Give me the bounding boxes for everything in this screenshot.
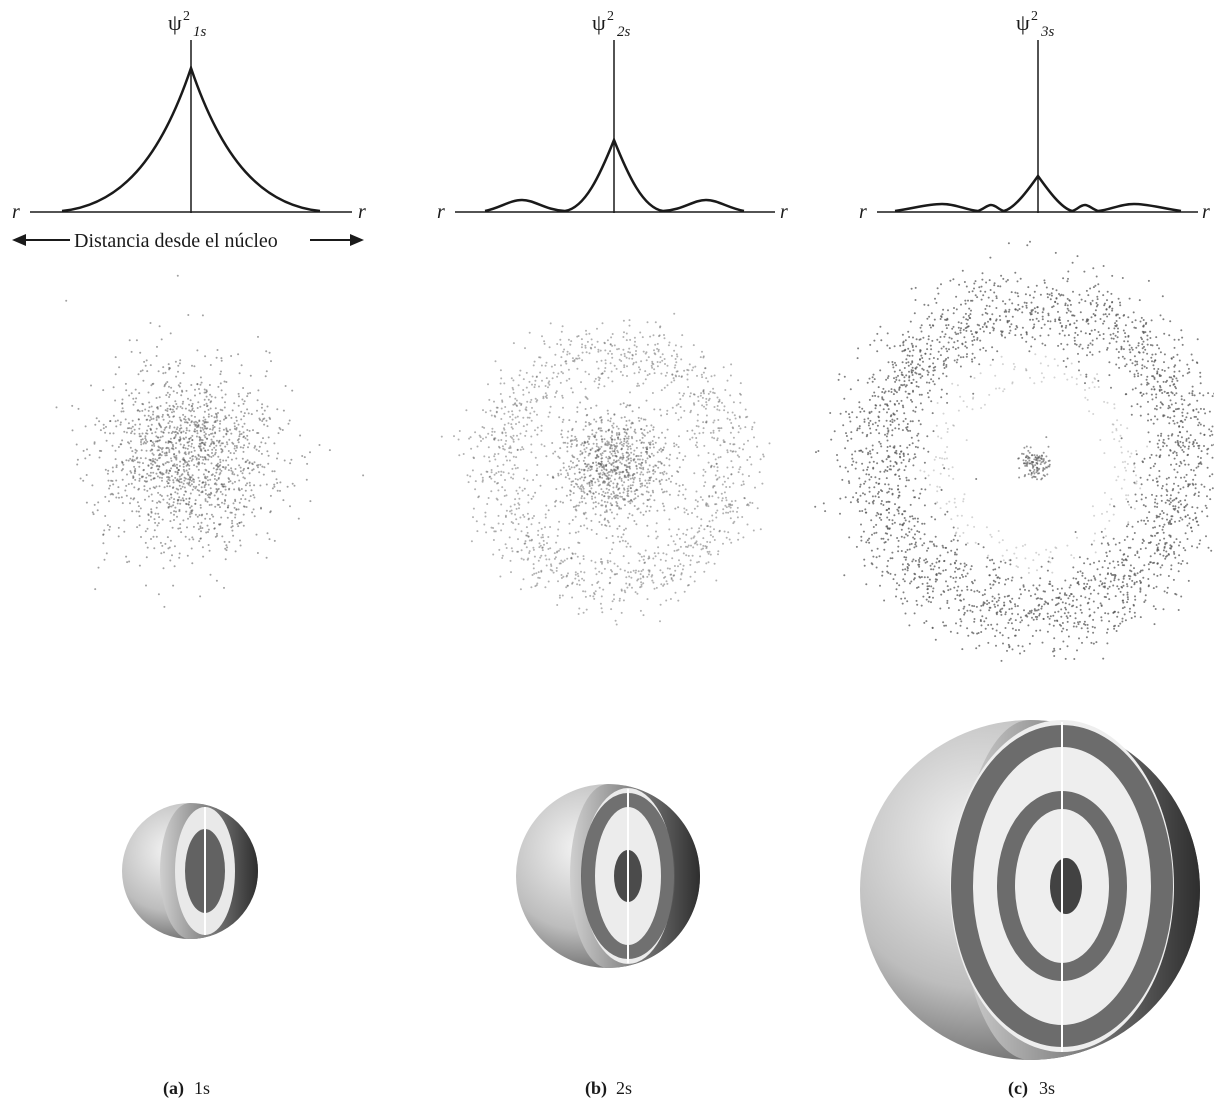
electron-cloud-3s	[814, 240, 1214, 662]
panel-3s: ψ 2 3s r r (c) 3s	[814, 9, 1214, 1099]
panel-2s: ψ 2 2s r r (b) 2s	[437, 9, 788, 1099]
psi-subscript: 3s	[1040, 24, 1055, 40]
distance-label: Distancia desde el núcleo	[74, 230, 278, 252]
psi-subscript: 1s	[193, 24, 207, 40]
r-label-right-2s: r	[780, 201, 788, 223]
r-label-left-2s: r	[437, 201, 445, 223]
arrow-right-icon	[350, 234, 364, 246]
caption-orbital-2s: 2s	[616, 1078, 632, 1098]
caption-1s: (a) 1s	[163, 1078, 210, 1099]
caption-orbital-3s: 3s	[1039, 1078, 1055, 1098]
psi-exponent: 2	[1031, 9, 1038, 24]
psi-subscript: 2s	[617, 24, 631, 40]
sphere-3s	[860, 720, 1200, 1060]
psi-label-2s: ψ 2 2s	[592, 9, 631, 40]
electron-cloud-2s	[440, 312, 771, 626]
r-label-left-1s: r	[12, 201, 20, 223]
arrow-left-icon	[12, 234, 26, 246]
psi-squared-curve-1s	[61, 64, 321, 213]
psi-symbol: ψ	[1016, 10, 1030, 35]
r-label-right-1s: r	[358, 201, 366, 223]
caption-3s: (c) 3s	[1008, 1078, 1055, 1099]
psi-symbol: ψ	[592, 10, 606, 35]
psi-exponent: 2	[183, 9, 190, 24]
psi-symbol: ψ	[168, 10, 182, 35]
caption-orbital-1s: 1s	[194, 1078, 210, 1098]
electron-cloud-1s	[55, 274, 365, 608]
psi-label-1s: ψ 2 1s	[168, 9, 207, 40]
psi-squared-curve-2s	[484, 136, 745, 213]
sphere-1s	[122, 803, 258, 939]
distance-arrow: Distancia desde el núcleo	[12, 230, 364, 252]
density-core-3s	[1050, 858, 1082, 914]
r-label-left-3s: r	[859, 201, 867, 223]
caption-2s: (b) 2s	[585, 1078, 632, 1099]
sphere-2s	[516, 784, 700, 968]
caption-letter-1s: (a)	[163, 1078, 184, 1099]
panel-1s: ψ 2 1s r r Distancia desde el núcleo (a)…	[12, 9, 366, 1099]
caption-letter-2s: (b)	[585, 1078, 607, 1099]
caption-letter-3s: (c)	[1008, 1078, 1028, 1099]
psi-label-3s: ψ 2 3s	[1016, 9, 1055, 40]
psi-squared-curve-3s	[894, 173, 1182, 213]
r-label-right-3s: r	[1202, 201, 1210, 223]
psi-exponent: 2	[607, 9, 614, 24]
